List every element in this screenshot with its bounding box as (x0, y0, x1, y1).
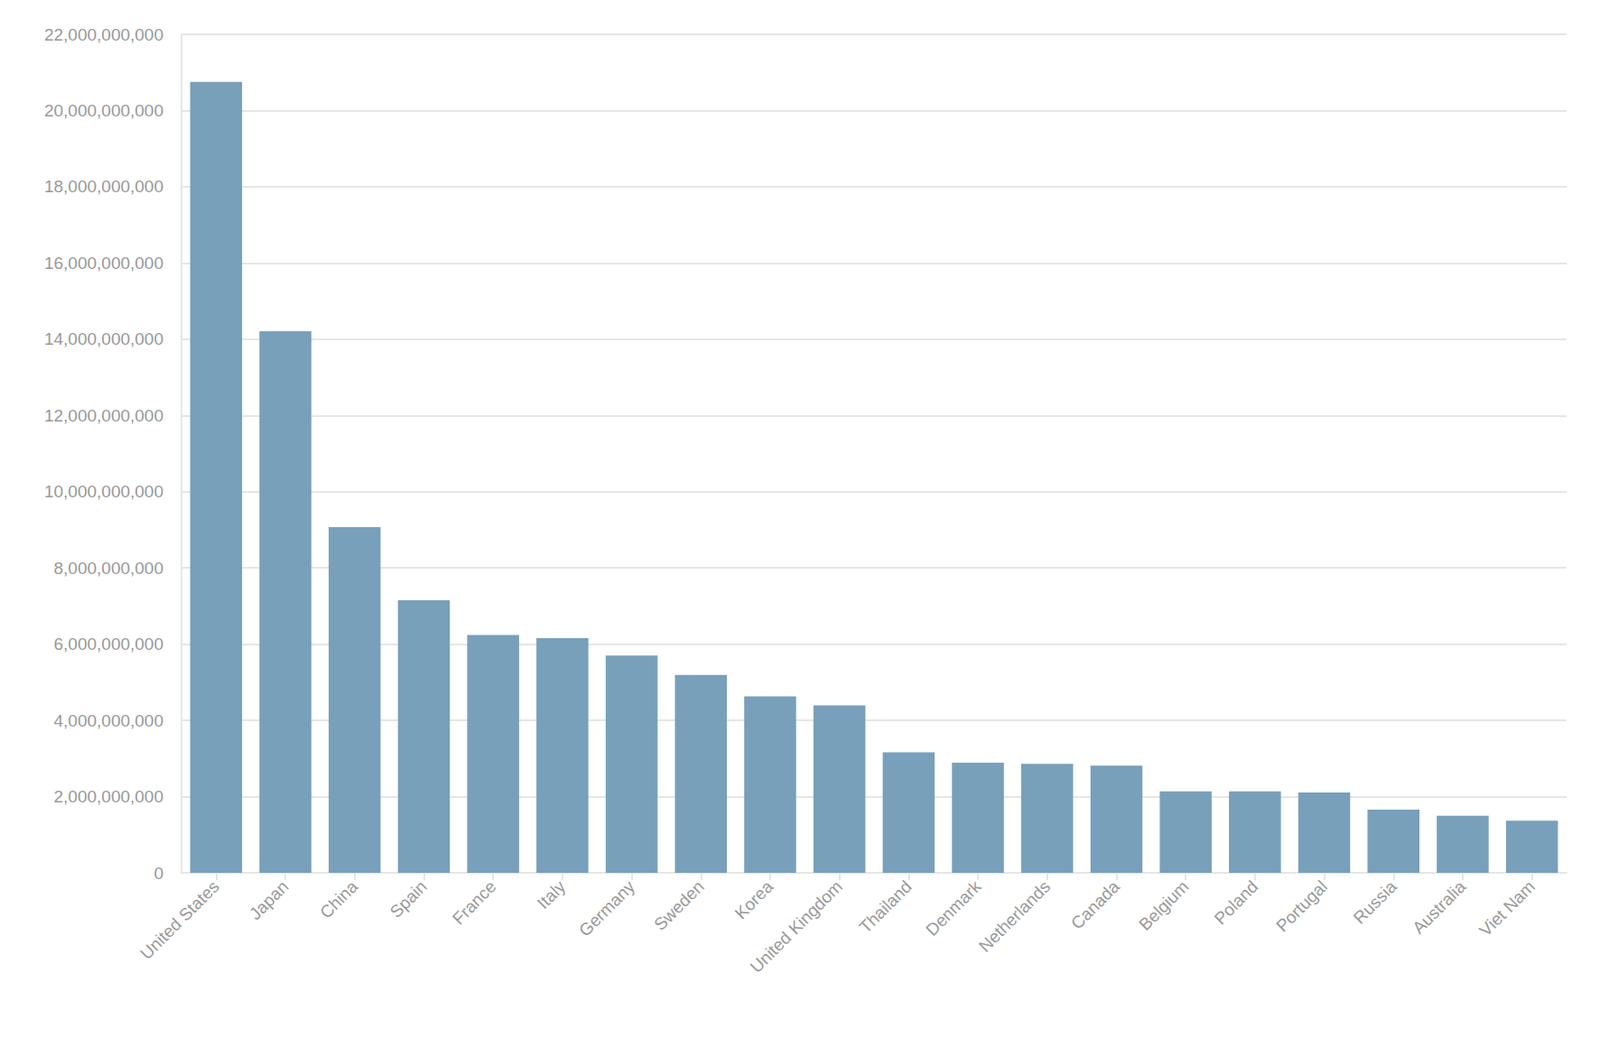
svg-text:Italy: Italy (533, 876, 570, 913)
svg-text:Belgium: Belgium (1134, 877, 1192, 935)
svg-text:0: 0 (153, 864, 164, 884)
svg-text:Portugal: Portugal (1272, 877, 1331, 937)
svg-text:12,000,000,000: 12,000,000,000 (44, 406, 164, 426)
svg-text:Thailand: Thailand (855, 877, 915, 938)
svg-text:Russia: Russia (1349, 876, 1401, 928)
svg-text:14,000,000,000: 14,000,000,000 (44, 329, 164, 349)
svg-text:22,000,000,000: 22,000,000,000 (44, 25, 164, 45)
svg-text:United Kingdom: United Kingdom (746, 877, 847, 977)
svg-text:Viet Nam: Viet Nam (1475, 877, 1539, 941)
svg-text:China: China (316, 876, 362, 922)
svg-text:Australia: Australia (1408, 876, 1470, 938)
svg-text:Canada: Canada (1067, 876, 1124, 933)
svg-text:16,000,000,000: 16,000,000,000 (44, 253, 164, 273)
svg-text:Japan: Japan (245, 877, 292, 924)
svg-text:Spain: Spain (386, 877, 431, 922)
svg-text:18,000,000,000: 18,000,000,000 (44, 176, 164, 196)
svg-text:Korea: Korea (731, 876, 778, 923)
svg-text:Germany: Germany (575, 876, 639, 940)
svg-text:2,000,000,000: 2,000,000,000 (53, 787, 164, 807)
svg-text:6,000,000,000: 6,000,000,000 (53, 634, 164, 654)
svg-text:4,000,000,000: 4,000,000,000 (53, 711, 164, 731)
svg-text:United States: United States (136, 877, 223, 964)
svg-text:10,000,000,000: 10,000,000,000 (44, 482, 164, 502)
svg-text:Sweden: Sweden (650, 877, 707, 935)
svg-text:Netherlands: Netherlands (975, 877, 1054, 957)
svg-text:France: France (448, 877, 501, 930)
svg-text:Poland: Poland (1210, 877, 1263, 930)
svg-text:8,000,000,000: 8,000,000,000 (53, 558, 164, 578)
svg-text:Denmark: Denmark (921, 876, 986, 940)
svg-text:20,000,000,000: 20,000,000,000 (44, 101, 164, 121)
